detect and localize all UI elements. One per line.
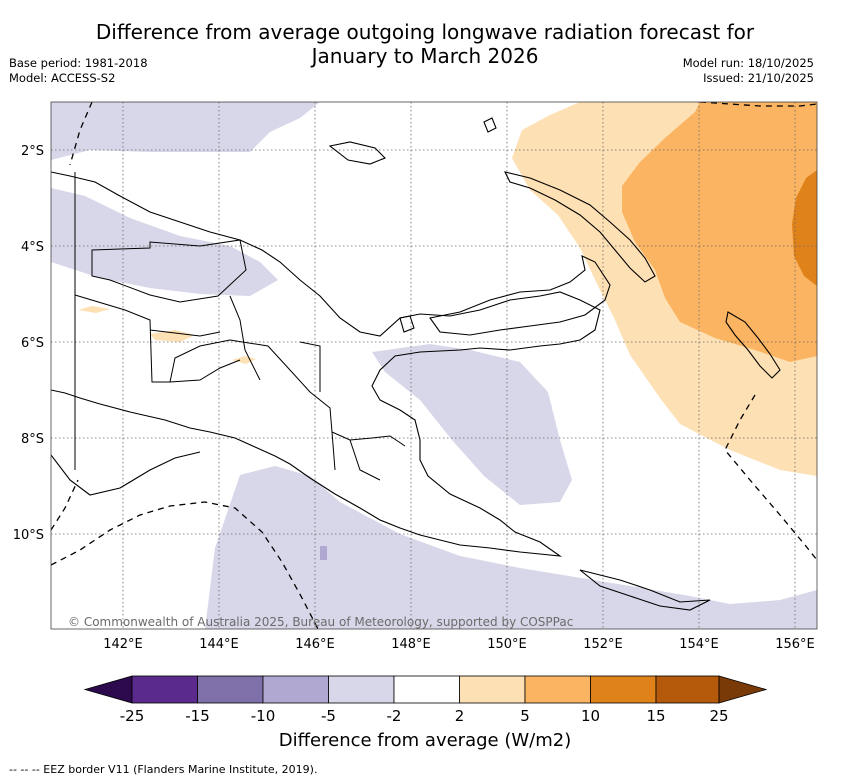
lat-label: 2°S	[21, 144, 44, 159]
colorbar-tick-label: -10	[251, 707, 276, 725]
metadata-right: Model run: 18/10/2025 Issued: 21/10/2025	[683, 56, 814, 86]
negative-anomaly-region-west	[51, 188, 278, 296]
new-ireland-coastline	[503, 171, 656, 283]
colorbar-tick-label: -5	[321, 707, 336, 725]
lon-label: 156°E	[775, 637, 815, 652]
new-britain-coastline	[429, 255, 611, 336]
colorbar-tick-label: 25	[709, 707, 728, 725]
colorbar-bin	[590, 675, 657, 704]
copyright-text: © Commonwealth of Australia 2025, Bureau…	[68, 615, 573, 629]
colorbar-tick-label: -15	[185, 707, 210, 725]
latitude-labels: 2°S 4°S 6°S 8°S 10°S	[13, 144, 44, 543]
colorbar-title: Difference from average (W/m2)	[278, 730, 572, 751]
colorbar-bin	[328, 675, 395, 704]
east-islands	[579, 569, 711, 611]
eez-borders	[51, 102, 817, 629]
provincial-borders	[74, 172, 406, 481]
title-line-2: January to March 2026	[311, 44, 539, 68]
colorbar-tick-label: -2	[387, 707, 402, 725]
small-anomaly-patch	[320, 546, 327, 560]
lat-label: 8°S	[21, 432, 44, 447]
woodlark-islet	[399, 315, 415, 333]
admiralty-islands	[328, 141, 386, 165]
lon-label: 148°E	[391, 637, 431, 652]
map-frame	[50, 101, 818, 630]
issued-date: Issued: 21/10/2025	[703, 71, 814, 85]
colorbar-bin	[197, 675, 264, 704]
lon-label: 146°E	[295, 637, 335, 652]
colorbar-tick-label: 5	[520, 707, 530, 725]
colorbar	[83, 675, 768, 704]
colorbar-extend-low	[83, 675, 133, 704]
colorbar-tick-label: 10	[581, 707, 600, 725]
negative-anomaly-region-north	[51, 102, 320, 160]
coastlines	[51, 117, 781, 611]
map-area: © Commonwealth of Australia 2025, Bureau…	[51, 102, 817, 629]
longitude-labels: 142°E 144°E 146°E 148°E 150°E 152°E 154°…	[103, 637, 815, 652]
chart-title: Difference from average outgoing longwav…	[0, 20, 850, 68]
base-period: Base period: 1981-2018	[9, 56, 148, 70]
negative-anomaly-region-central	[372, 344, 572, 505]
colorbar-bin	[262, 675, 329, 704]
colorbar-bin	[131, 675, 198, 704]
lon-label: 150°E	[487, 637, 527, 652]
eez-footnote: -- -- -- EEZ border V11 (Flanders Marine…	[9, 763, 318, 776]
metadata-left: Base period: 1981-2018 Model: ACCESS-S2	[9, 56, 148, 86]
colorbar-tick-label: 15	[646, 707, 665, 725]
bougainville-coastline	[725, 311, 781, 379]
positive-anomaly-region-5-10	[622, 102, 817, 362]
lon-label: 142°E	[103, 637, 143, 652]
new-guinea-south-coast	[51, 451, 201, 496]
negative-anomaly-region-south	[205, 466, 817, 629]
positive-anomaly-patch-small-2	[150, 330, 195, 342]
colorbar-bin	[524, 675, 591, 704]
colorbar-tick-label: -25	[120, 707, 145, 725]
model-run: Model run: 18/10/2025	[682, 56, 814, 70]
lon-label: 154°E	[679, 637, 719, 652]
lat-label: 10°S	[13, 528, 44, 543]
colorbar-bin	[393, 675, 460, 704]
colorbar-bin	[459, 675, 526, 704]
model-name: Model: ACCESS-S2	[9, 71, 116, 85]
lon-label: 144°E	[199, 637, 239, 652]
north-islet	[483, 117, 497, 133]
lat-label: 4°S	[21, 240, 44, 255]
lat-label: 6°S	[21, 336, 44, 351]
colorbar-extend-high	[718, 675, 768, 704]
positive-anomaly-patch-small-3	[232, 356, 256, 364]
colorbar-ticks: -25 -15 -10 -5 -2 2 5 10 15 25	[120, 707, 729, 725]
positive-anomaly-patch-small-1	[78, 306, 110, 313]
colorbar-tick-label: 2	[455, 707, 465, 725]
title-line-1: Difference from average outgoing longwav…	[95, 20, 755, 44]
lon-label: 152°E	[583, 637, 623, 652]
colorbar-bin	[655, 675, 720, 704]
new-guinea-coastline	[51, 171, 601, 557]
positive-anomaly-region-10-15	[792, 170, 817, 286]
